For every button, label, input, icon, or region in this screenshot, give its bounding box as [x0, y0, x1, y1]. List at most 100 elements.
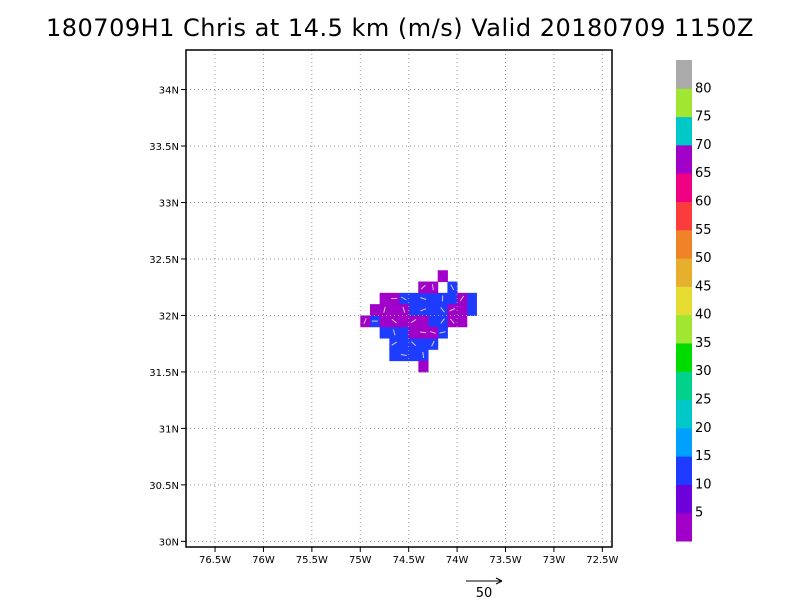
colorbar-segment — [676, 229, 692, 259]
wind-vector — [391, 341, 397, 346]
colorbar-label: 15 — [695, 449, 712, 464]
colorbar-segment — [676, 399, 692, 429]
wind-cell-10-15 — [399, 326, 410, 339]
wind-cell-5-10 — [379, 292, 390, 305]
colorbar-label: 50 — [695, 251, 712, 266]
colorbar-label: 40 — [695, 308, 712, 323]
y-tick-label: 33.5N — [149, 142, 179, 153]
wind-cell-5-10 — [418, 315, 429, 328]
wind-cell-10-15 — [418, 338, 429, 350]
y-tick-label: 32N — [159, 311, 179, 322]
vector-scale-label: 50 — [476, 586, 493, 600]
wind-cell-5-10 — [389, 304, 400, 316]
wind-vector — [440, 307, 445, 313]
wind-cell-5-10 — [457, 315, 468, 328]
wind-cell-5-10 — [418, 360, 429, 373]
colorbar-segment — [676, 116, 692, 146]
colorbar-label: 20 — [695, 421, 712, 436]
x-tick-label: 73W — [543, 555, 566, 566]
colorbar-segment — [676, 456, 692, 485]
wind-cell-10-15 — [428, 292, 439, 305]
wind-vector — [429, 330, 436, 334]
colorbar-segment — [676, 484, 692, 514]
x-tick-label: 72.5W — [586, 555, 618, 566]
wind-vector — [420, 284, 426, 290]
wind-cell-10-15 — [389, 349, 400, 362]
wind-vector — [420, 331, 427, 334]
wind-cell-5-10 — [379, 315, 390, 328]
wind-vector — [431, 284, 434, 291]
y-axis-ticks: 30N 30.5N 31N 31.5N 32N 32.5N 33N 33.5N 34N — [149, 86, 186, 548]
wind-vector — [449, 308, 456, 312]
colorbar-label: 80 — [695, 81, 712, 96]
wind-cell-10-15 — [379, 326, 390, 339]
wind-cell-5-10 — [457, 304, 468, 316]
wind-cell-5-10 — [369, 304, 381, 316]
wind-cell-5-10 — [408, 326, 419, 339]
colorbar-label: 70 — [695, 138, 712, 153]
wind-vector — [420, 308, 427, 312]
colorbar-segment — [676, 371, 692, 401]
x-tick-label: 74W — [446, 555, 469, 566]
wind-vector — [400, 296, 407, 301]
colorbar-label: 25 — [695, 393, 712, 408]
wind-cell-10-15 — [466, 292, 477, 305]
colorbar-segment — [676, 512, 692, 542]
y-tick-label: 30N — [159, 537, 179, 548]
colorbar-label: 75 — [695, 110, 712, 125]
y-tick-label: 33N — [159, 198, 179, 209]
wind-cell-10-15 — [399, 338, 410, 350]
colorbar-segment — [676, 88, 692, 118]
colorbar-label: 10 — [695, 477, 712, 492]
wind-cell-5-10 — [399, 315, 410, 328]
wind-cell-5-10 — [437, 270, 448, 283]
wind-cell-10-15 — [408, 349, 419, 362]
wind-vector — [410, 341, 417, 347]
colorbar-segment — [676, 258, 692, 287]
wind-vector — [383, 306, 386, 313]
colorbar-label: 45 — [695, 279, 712, 294]
y-tick-label: 30.5N — [149, 481, 179, 492]
x-axis-ticks: 76.5W 76W 75.5W 75W 74.5W 74W 73.5W 73W 72.5W — [199, 547, 619, 566]
colorbar-segment — [676, 173, 692, 202]
wind-vector — [410, 318, 417, 324]
wind-cell-10-15 — [428, 315, 439, 328]
wind-vector — [363, 318, 367, 325]
x-tick-label: 76.5W — [199, 555, 231, 566]
y-tick-label: 32.5N — [149, 255, 179, 266]
wind-vector — [440, 318, 445, 324]
x-tick-label: 75W — [349, 555, 372, 566]
wind-vectors — [363, 284, 465, 359]
wind-vector — [439, 331, 446, 334]
grid-lines — [186, 50, 612, 547]
wind-vector — [431, 340, 435, 347]
wind-vector — [402, 306, 406, 313]
chart-title: 180709H1 Chris at 14.5 km (m/s) Valid 20… — [45, 14, 754, 42]
colorbar-segment — [676, 342, 692, 372]
x-tick-label: 74.5W — [393, 555, 425, 566]
wind-vector — [391, 318, 397, 324]
y-tick-label: 31.5N — [149, 368, 179, 379]
x-tick-label: 73.5W — [489, 555, 521, 566]
wind-vector — [450, 284, 455, 291]
x-tick-label: 75.5W — [296, 555, 328, 566]
wind-vector — [420, 297, 427, 300]
colorbar-segment — [676, 201, 692, 231]
colorbar-label: 65 — [695, 166, 712, 181]
colorbar-label: 55 — [695, 223, 712, 238]
colorbar-label: 60 — [695, 194, 712, 209]
colorbar-segment — [676, 314, 692, 344]
wind-vector — [422, 351, 425, 359]
x-tick-label: 76W — [252, 555, 275, 566]
colorbar-segment — [676, 60, 692, 89]
wind-vector — [449, 318, 455, 324]
colorbar: 5 10 15 20 25 30 35 40 45 50 55 60 65 70 75 80 — [676, 60, 712, 542]
y-tick-label: 34N — [159, 86, 179, 97]
wind-cell-10-15 — [408, 304, 419, 316]
colorbar-segment — [676, 427, 692, 457]
wind-vector — [400, 353, 407, 356]
colorbar-label: 5 — [695, 506, 703, 521]
wind-cell-10-15 — [408, 292, 419, 305]
wind-cell-10-15 — [447, 292, 458, 305]
